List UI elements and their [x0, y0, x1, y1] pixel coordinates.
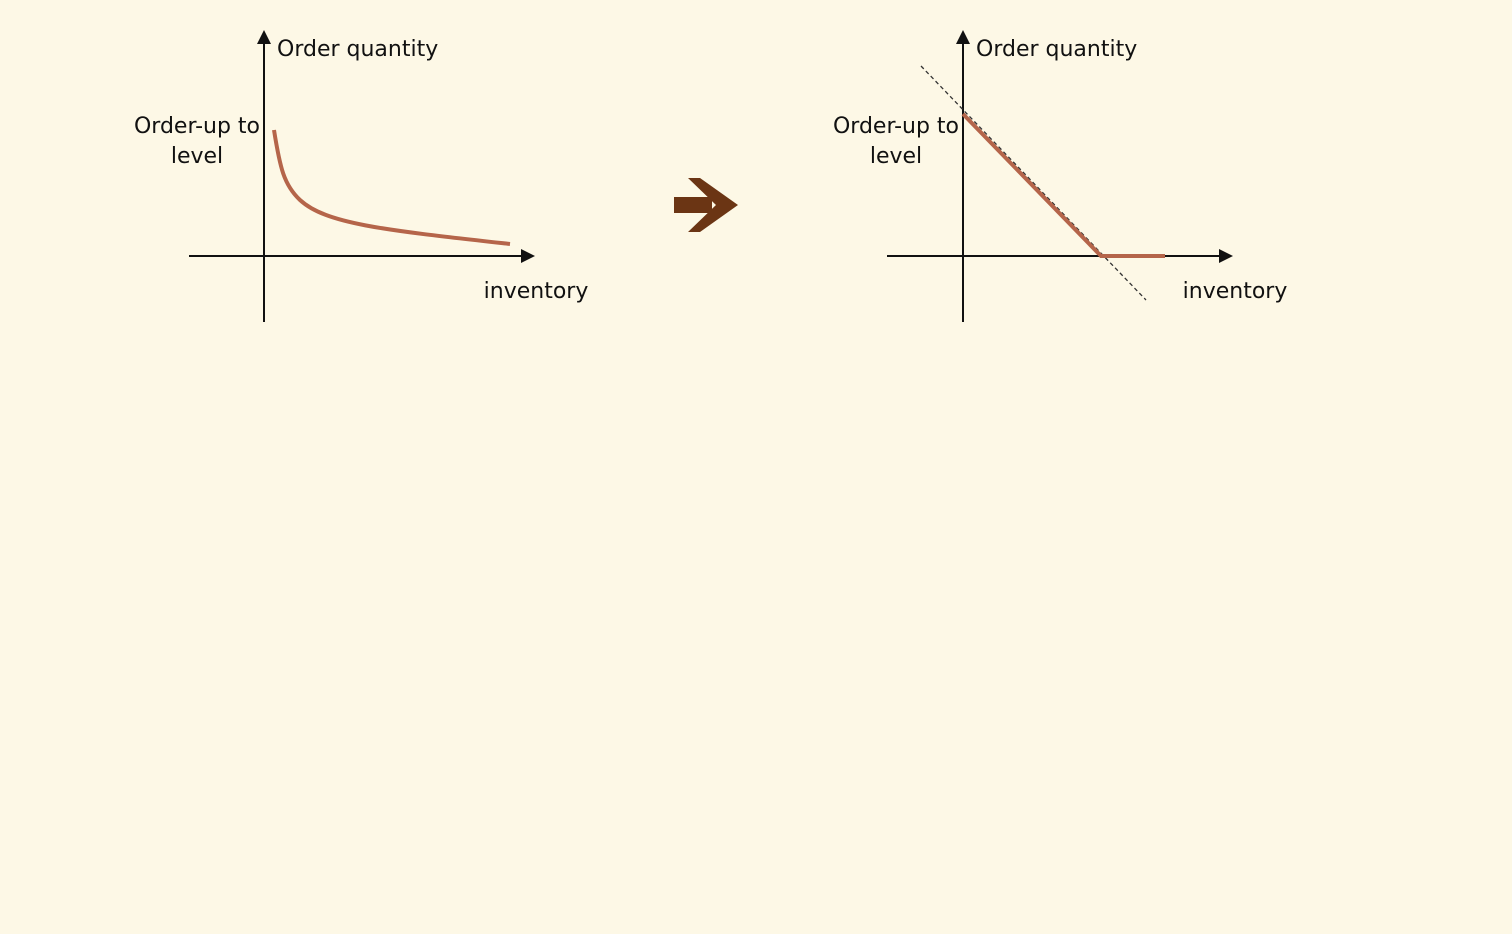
left-x-axis-label: inventory	[484, 279, 589, 304]
left-x-axis-arrowhead	[521, 249, 535, 263]
right-order-up-to-label-line1: Order-up to	[833, 114, 959, 139]
right-arrow-icon	[674, 178, 738, 232]
left-y-axis-arrowhead	[257, 30, 271, 44]
right-y-axis-arrowhead	[956, 30, 970, 44]
left-order-up-to-label-line1: Order-up to	[134, 114, 260, 139]
right-dashed-line	[920, 65, 1147, 301]
left-order-curve	[272, 129, 511, 246]
right-x-axis-arrowhead	[1219, 249, 1233, 263]
right-order-policy-line	[961, 112, 1165, 258]
right-order-up-to-label-line2: level	[870, 144, 922, 169]
right-y-axis-label: Order quantity	[976, 37, 1137, 62]
left-y-axis-label: Order quantity	[277, 37, 438, 62]
right-panel: Order quantity Order-up to level invento…	[833, 30, 1287, 322]
left-panel: Order quantity Order-up to level invento…	[134, 30, 588, 322]
right-x-axis-label: inventory	[1183, 279, 1288, 304]
left-order-up-to-label-line2: level	[171, 144, 223, 169]
